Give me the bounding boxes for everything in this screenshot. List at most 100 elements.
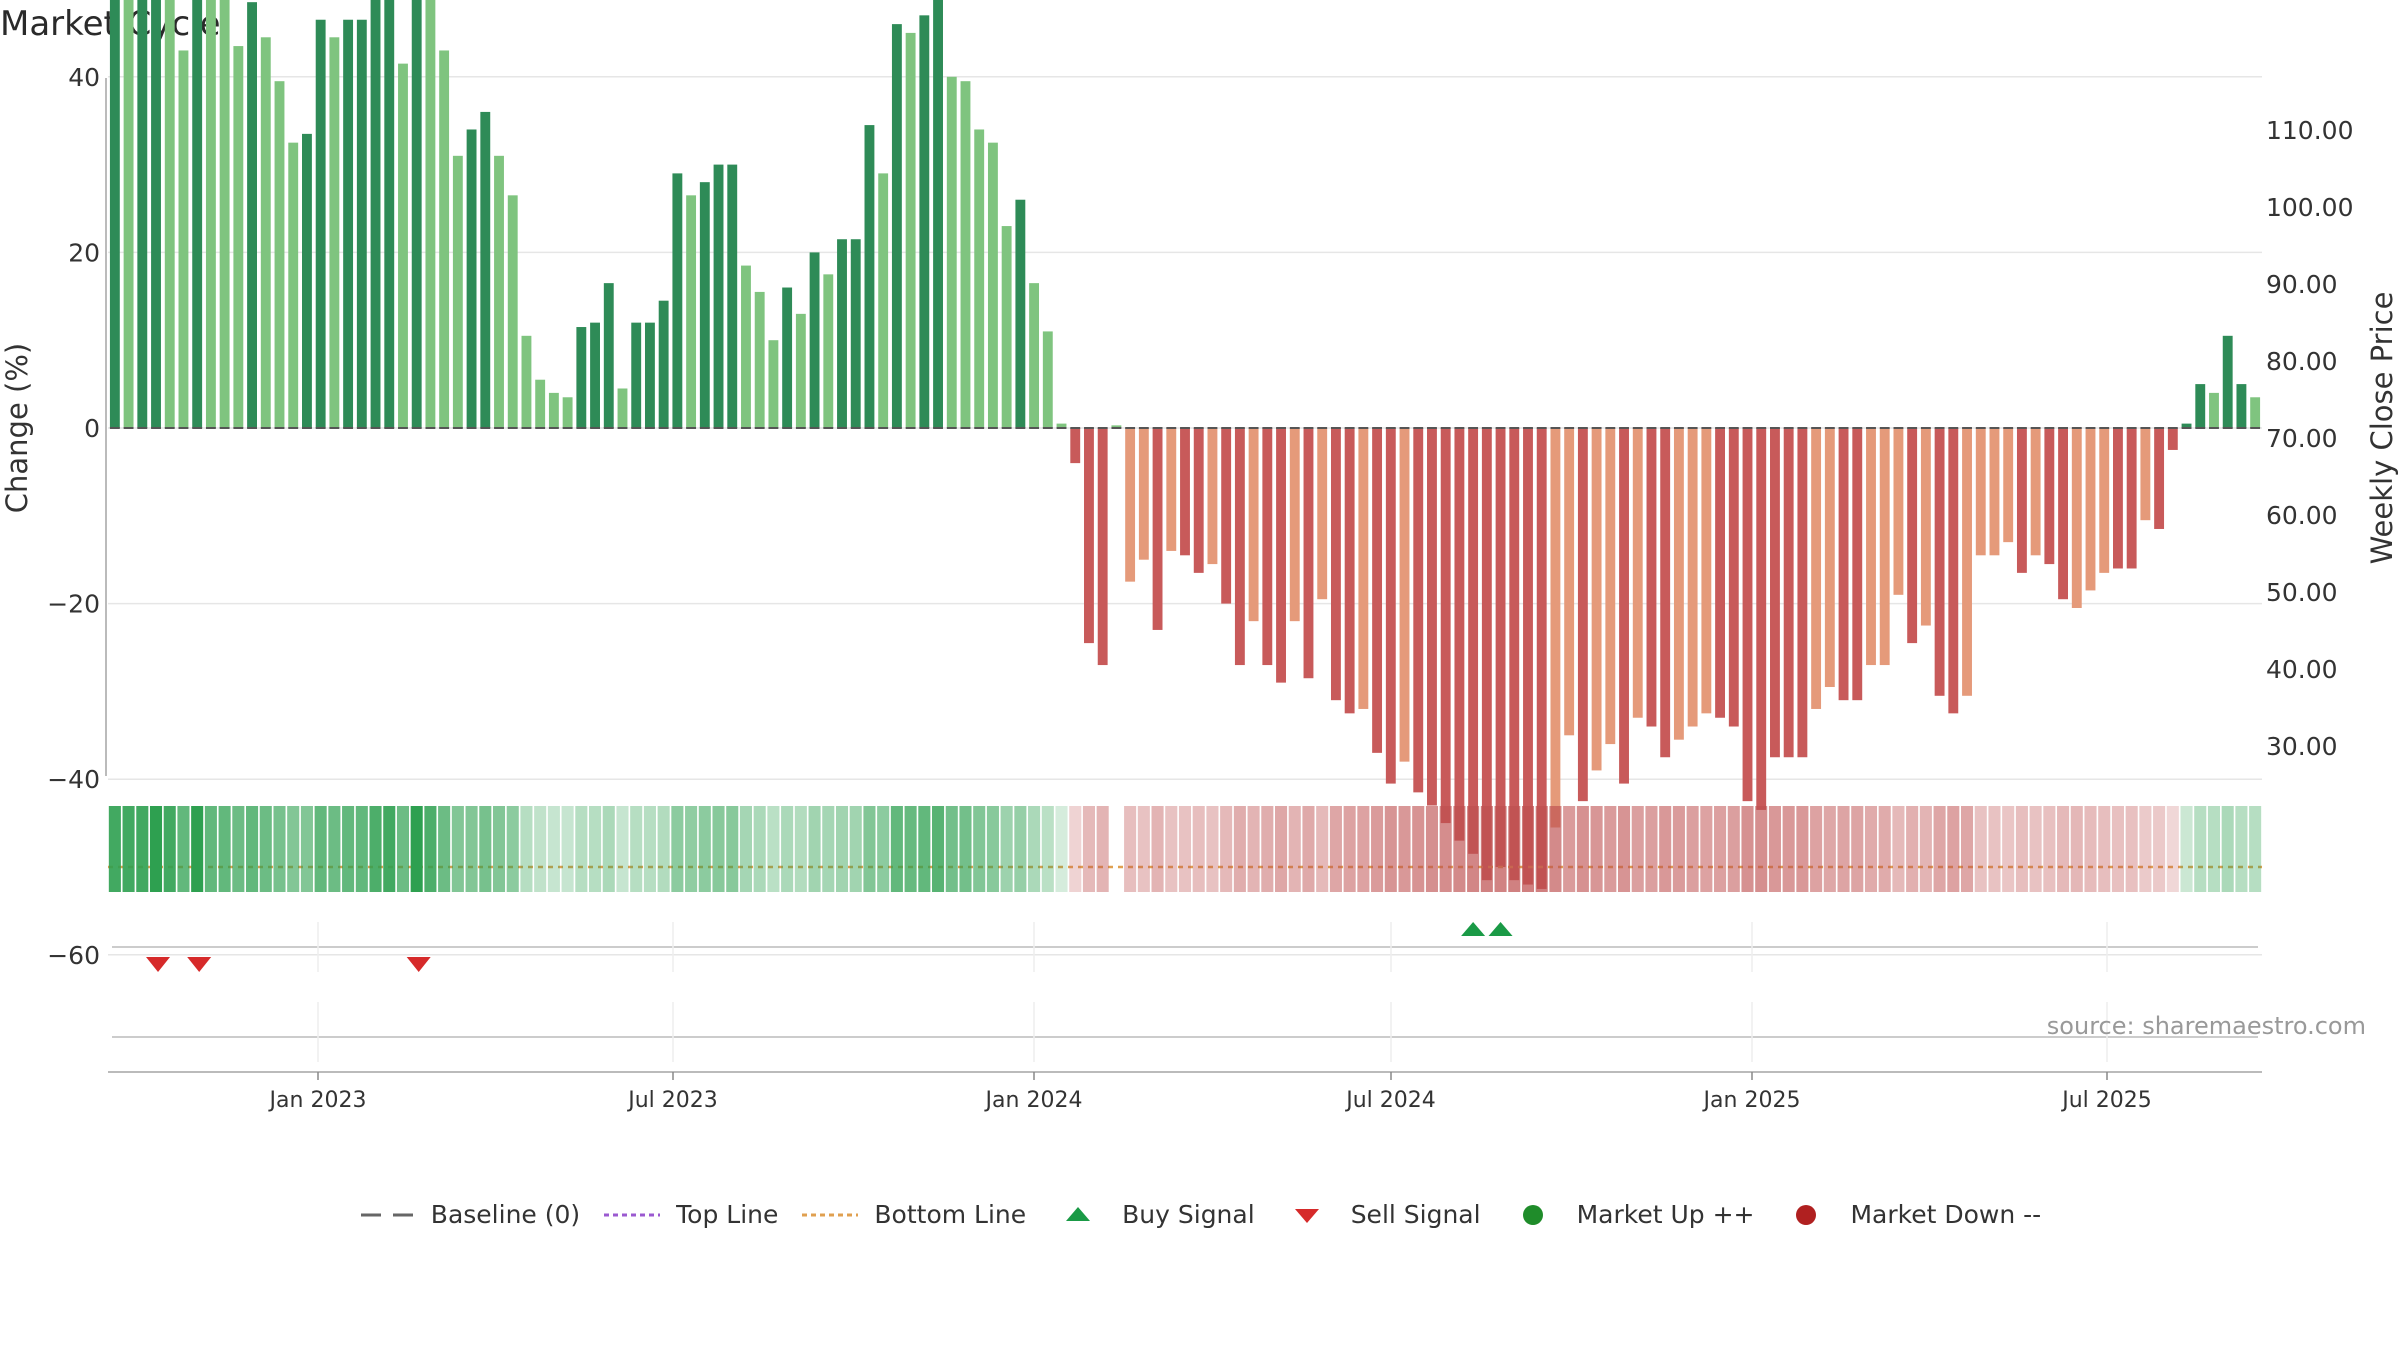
- heat-cell: [1631, 806, 1644, 892]
- heat-cell: [2070, 806, 2083, 892]
- bar: [2003, 428, 2014, 543]
- bar: [919, 15, 930, 429]
- legend-label: Market Down --: [1850, 1200, 2042, 1229]
- bar: [1330, 428, 1341, 701]
- bar: [480, 111, 491, 429]
- y-tick-label: −20: [47, 590, 100, 619]
- bar: [1701, 428, 1712, 714]
- heat-cell: [561, 806, 574, 892]
- heat-cell: [369, 806, 382, 892]
- bar: [727, 164, 738, 428]
- y-right-tick-label: 60.00: [2266, 501, 2338, 530]
- bar: [768, 340, 779, 428]
- bar: [1495, 428, 1506, 867]
- heat-cell: [1521, 806, 1535, 892]
- bar: [466, 129, 477, 429]
- heat-cell: [1604, 806, 1617, 892]
- bar: [891, 24, 902, 429]
- heat-cell: [1974, 806, 1987, 892]
- heat-cell: [2235, 806, 2248, 892]
- heat-cell: [918, 806, 931, 892]
- heat-cell: [616, 806, 629, 892]
- heat-cell: [1659, 806, 1672, 892]
- heat-cell: [753, 806, 766, 892]
- heat-cell: [1192, 806, 1205, 892]
- bar: [1111, 425, 1122, 428]
- bar: [1413, 428, 1424, 793]
- bar: [356, 19, 367, 428]
- heat-cell: [863, 806, 876, 892]
- heat-cell: [122, 806, 135, 892]
- bar: [1728, 428, 1739, 727]
- bar: [1920, 428, 1931, 626]
- bar: [713, 164, 724, 428]
- triangle-up-green-icon: [1050, 1203, 1110, 1227]
- heat-cell: [149, 806, 163, 892]
- bar: [1317, 428, 1328, 600]
- heat-cell: [1988, 806, 2001, 892]
- heat-cell: [1384, 806, 1397, 892]
- heat-cell: [1412, 806, 1425, 892]
- x-tick-label: Jan 2023: [268, 1088, 367, 1113]
- heat-cell: [1055, 806, 1068, 892]
- heat-cell: [1919, 806, 1932, 892]
- bar: [672, 173, 683, 428]
- bar: [411, 0, 422, 429]
- legend-label: Buy Signal: [1122, 1200, 1255, 1229]
- legend-label: Market Up ++: [1576, 1200, 1755, 1229]
- heat-cell: [1672, 806, 1685, 892]
- bar: [1152, 428, 1163, 630]
- bar: [343, 19, 354, 428]
- bar: [864, 125, 875, 428]
- heat-cell: [2084, 806, 2097, 892]
- bar: [933, 0, 943, 429]
- bar: [1234, 428, 1245, 666]
- heat-cell: [1316, 806, 1329, 892]
- heat-cell: [451, 806, 464, 892]
- heat-cell: [1398, 806, 1411, 892]
- bar: [987, 142, 998, 428]
- heat-cell: [589, 806, 602, 892]
- heat-cell: [1700, 806, 1713, 892]
- bar: [562, 397, 573, 428]
- heat-cell: [1206, 806, 1219, 892]
- bar: [1619, 428, 1629, 784]
- bar: [233, 46, 244, 428]
- bar: [1879, 428, 1890, 666]
- y-tick-label: 40: [68, 63, 100, 92]
- heat-cell: [218, 806, 231, 892]
- heat-cell: [1714, 806, 1727, 892]
- bar: [1838, 428, 1849, 701]
- heat-cell: [986, 806, 999, 892]
- bar: [1166, 428, 1177, 551]
- bar: [2016, 428, 2027, 573]
- heat-cell: [506, 806, 519, 892]
- heat-cell: [2166, 806, 2179, 892]
- x-tick-label: Jan 2024: [984, 1088, 1083, 1113]
- bar: [754, 291, 765, 428]
- bar: [1385, 428, 1396, 784]
- bar: [178, 50, 189, 429]
- bar: [1015, 199, 1026, 428]
- heat-cell: [2180, 806, 2193, 892]
- heat-cell: [1439, 806, 1452, 892]
- heat-cell: [355, 806, 368, 892]
- bar: [1523, 428, 1533, 885]
- bar: [1029, 283, 1040, 428]
- bar: [1070, 428, 1081, 464]
- heat-cell: [1810, 806, 1823, 892]
- bar: [1001, 226, 1012, 428]
- heat-cell: [1768, 806, 1781, 892]
- heat-cell: [1261, 806, 1274, 892]
- heat-cell: [602, 806, 615, 892]
- y-tick-label: −60: [47, 941, 100, 970]
- bar: [1770, 428, 1780, 758]
- bar: [1358, 428, 1369, 709]
- heat-cell: [328, 806, 341, 892]
- y-right-tick-label: 80.00: [2266, 347, 2338, 376]
- bar: [274, 81, 285, 428]
- bar: [507, 195, 518, 428]
- bar: [2167, 428, 2178, 450]
- heat-cell: [1220, 806, 1233, 892]
- heat-cell: [108, 806, 121, 892]
